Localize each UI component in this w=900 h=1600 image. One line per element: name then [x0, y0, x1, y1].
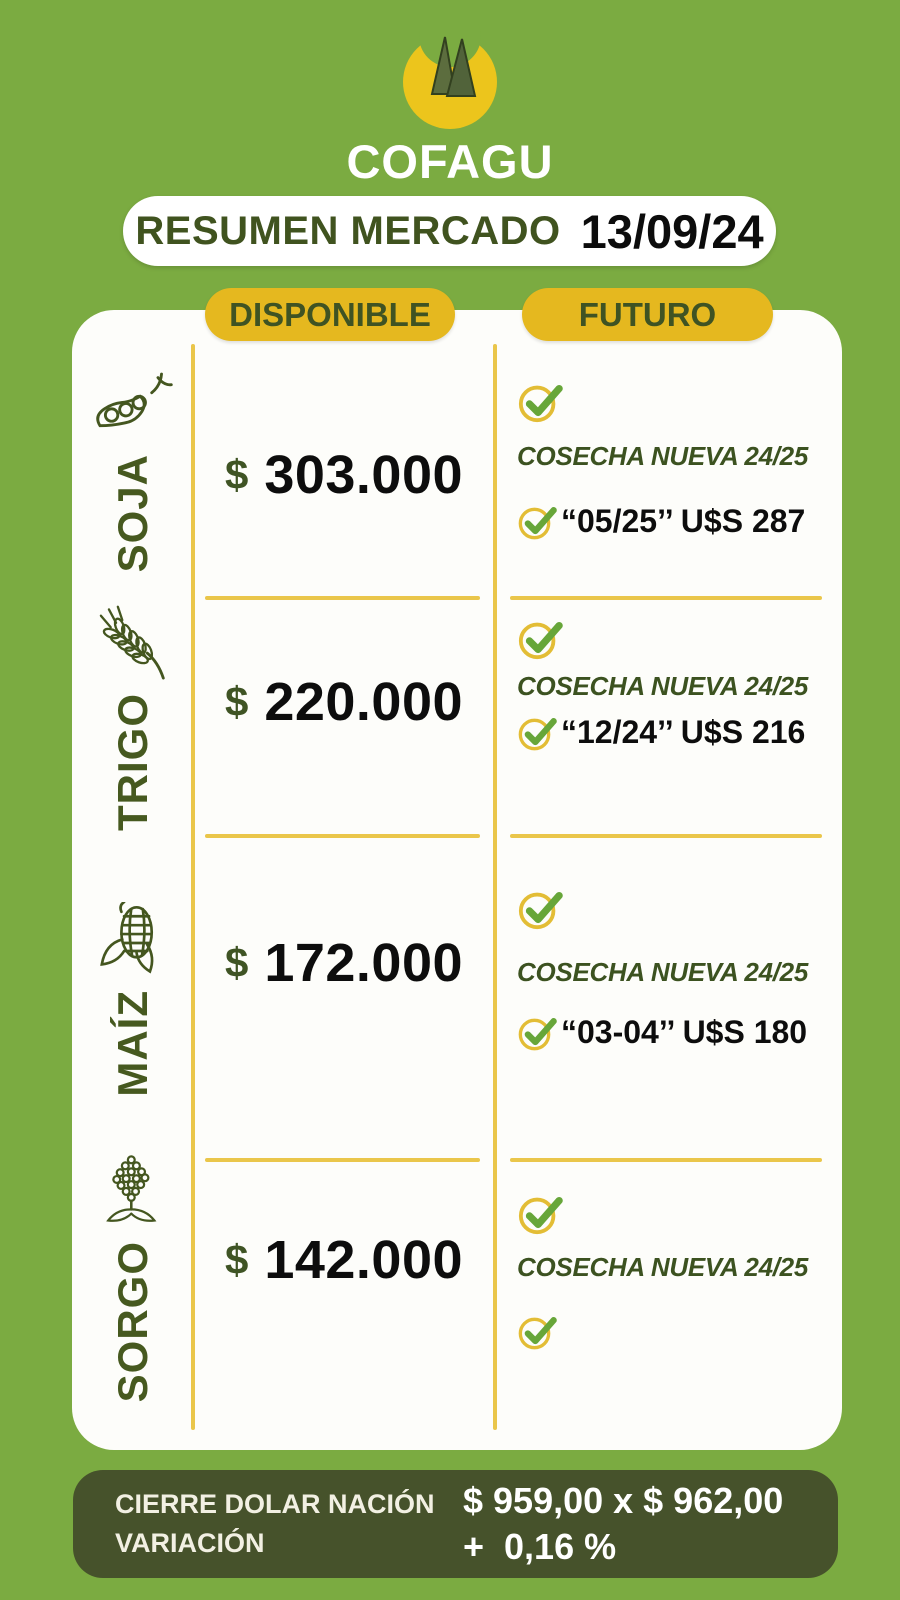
product-label-soja: SOJA: [72, 338, 193, 600]
check-icon: [518, 1196, 563, 1235]
row-divider: [205, 1158, 480, 1162]
disponible-price-maiz: $ 172.000: [193, 804, 495, 1122]
futuro-cell-maiz: COSECHA NUEVA 24/25 “03-04’’ U$S 180: [495, 840, 842, 1158]
table-row-sorgo: SORGO $ 142.000 COSECHA NUEVA 24/25: [72, 1155, 842, 1428]
currency-symbol: $: [224, 678, 249, 725]
row-divider: [510, 596, 822, 600]
table-row-maiz: MAÍZ $ 172.000 COSECHA NUEVA 24/25 “03-0…: [72, 840, 842, 1158]
product-name: SORGO: [108, 1241, 156, 1403]
cosecha-nueva-tag: COSECHA NUEVA 24/25: [517, 1252, 808, 1282]
row-divider: [510, 1158, 822, 1162]
currency-symbol: $: [224, 939, 249, 986]
price-value: 142.000: [264, 1230, 464, 1290]
futuro-price-line: “05/25’’ U$S 287: [517, 501, 805, 541]
currency-symbol: $: [224, 1236, 249, 1283]
disponible-price-trigo: $ 220.000: [193, 586, 495, 818]
product-name: TRIGO: [108, 693, 156, 831]
futuro-price-text: “12/24’’ U$S 216: [561, 713, 806, 750]
cosecha-nueva-tag: COSECHA NUEVA 24/25: [517, 957, 808, 987]
wheat-icon: [99, 605, 165, 680]
banner-title: RESUMEN MERCADO: [135, 208, 561, 253]
table-row-trigo: TRIGO $ 220.000 COSECHA NUEVA 24/25 “12/…: [72, 602, 842, 834]
market-summary-banner: RESUMEN MERCADO 13/09/24: [123, 196, 776, 266]
product-name: MAÍZ: [108, 989, 156, 1097]
futuro-cell-sorgo: COSECHA NUEVA 24/25: [495, 1164, 842, 1428]
row-divider: [205, 596, 480, 600]
product-label-maiz: MAÍZ: [72, 840, 193, 1158]
futuro-cell-soja: COSECHA NUEVA 24/25 “05/25’’ U$S 287: [495, 338, 842, 600]
check-icon: [518, 718, 557, 751]
futuro-price-text: “03-04’’ U$S 180: [561, 1013, 808, 1050]
crescent-trees-icon: [403, 5, 497, 129]
dollar-close-labels: CIERRE DOLAR NACIÓN VARIACIÓN: [115, 1485, 435, 1563]
cofagu-logo: [392, 5, 508, 132]
disponible-price-soja: $ 303.000: [193, 344, 495, 606]
check-icon: [518, 621, 563, 660]
currency-symbol: $: [224, 451, 249, 498]
futuro-price-text: “05/25’’ U$S 287: [561, 502, 806, 539]
price-value: 220.000: [264, 672, 464, 732]
variation-value: + 0,16 %: [463, 1526, 617, 1567]
dollar-close-bar: CIERRE DOLAR NACIÓN VARIACIÓN $ 959,00 x…: [73, 1470, 838, 1578]
prices-card: SOJA $ 303.000 COSECHA NUEVA 24/25 “05/2…: [72, 310, 842, 1450]
column-header-futuro: FUTURO: [522, 288, 773, 341]
row-divider: [205, 834, 480, 838]
row-divider: [510, 834, 822, 838]
banner-date: 13/09/24: [580, 204, 764, 258]
futuro-price-line: [517, 1311, 561, 1351]
disponible-price-sorgo: $ 142.000: [193, 1128, 495, 1392]
dollar-close-values: $ 959,00 x $ 962,00 + 0,16 %: [463, 1478, 783, 1570]
product-label-sorgo: SORGO: [72, 1146, 193, 1410]
cierre-dolar-label: CIERRE DOLAR NACIÓN: [115, 1489, 435, 1519]
cosecha-nueva-tag: COSECHA NUEVA 24/25: [517, 671, 808, 701]
check-icon: [518, 1018, 557, 1051]
corn-icon: [99, 901, 153, 974]
soybean-icon: [95, 372, 173, 427]
brand-title: COFAGU: [346, 135, 554, 188]
futuro-price-line: “03-04’’ U$S 180: [517, 1012, 807, 1052]
variacion-label: VARIACIÓN: [115, 1528, 265, 1558]
product-label-trigo: TRIGO: [72, 602, 193, 834]
product-name: SOJA: [108, 453, 156, 573]
check-icon: [518, 384, 563, 423]
price-value: 172.000: [264, 933, 464, 993]
sorghum-icon: [105, 1155, 156, 1223]
table-row-soja: SOJA $ 303.000 COSECHA NUEVA 24/25 “05/2…: [72, 338, 842, 600]
dollar-buy-sell-value: $ 959,00 x $ 962,00: [463, 1480, 784, 1521]
column-divider: [493, 344, 497, 1430]
column-divider: [191, 344, 195, 1430]
check-icon: [518, 1317, 557, 1350]
futuro-cell-trigo: COSECHA NUEVA 24/25 “12/24’’ U$S 216: [495, 602, 842, 834]
futuro-price-line: “12/24’’ U$S 216: [517, 712, 805, 752]
cosecha-nueva-tag: COSECHA NUEVA 24/25: [517, 441, 808, 471]
price-value: 303.000: [264, 445, 464, 505]
check-icon: [518, 891, 563, 930]
check-icon: [518, 507, 557, 540]
column-header-disponible: DISPONIBLE: [205, 288, 455, 341]
